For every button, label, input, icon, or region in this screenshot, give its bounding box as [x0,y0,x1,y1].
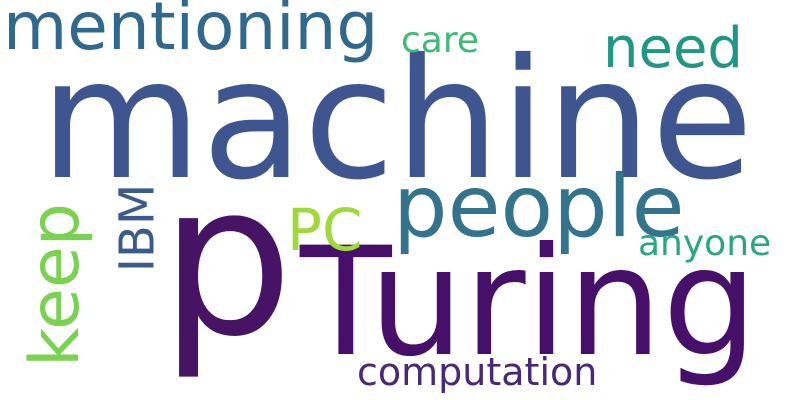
word-people: people [393,157,685,257]
word-machine: machine [40,24,754,217]
word-mentioning: mentioning [3,0,379,65]
word-computation: computation [357,350,598,394]
word-ibm: IBM [109,183,166,273]
word-turing: Turing [300,216,758,390]
word-anyone: anyone [638,223,772,264]
word-pc: PC [287,196,363,264]
word-keep: keep [15,203,95,367]
word-p: p [160,138,294,383]
word-need: need [603,16,743,81]
word-care: care [401,20,480,61]
